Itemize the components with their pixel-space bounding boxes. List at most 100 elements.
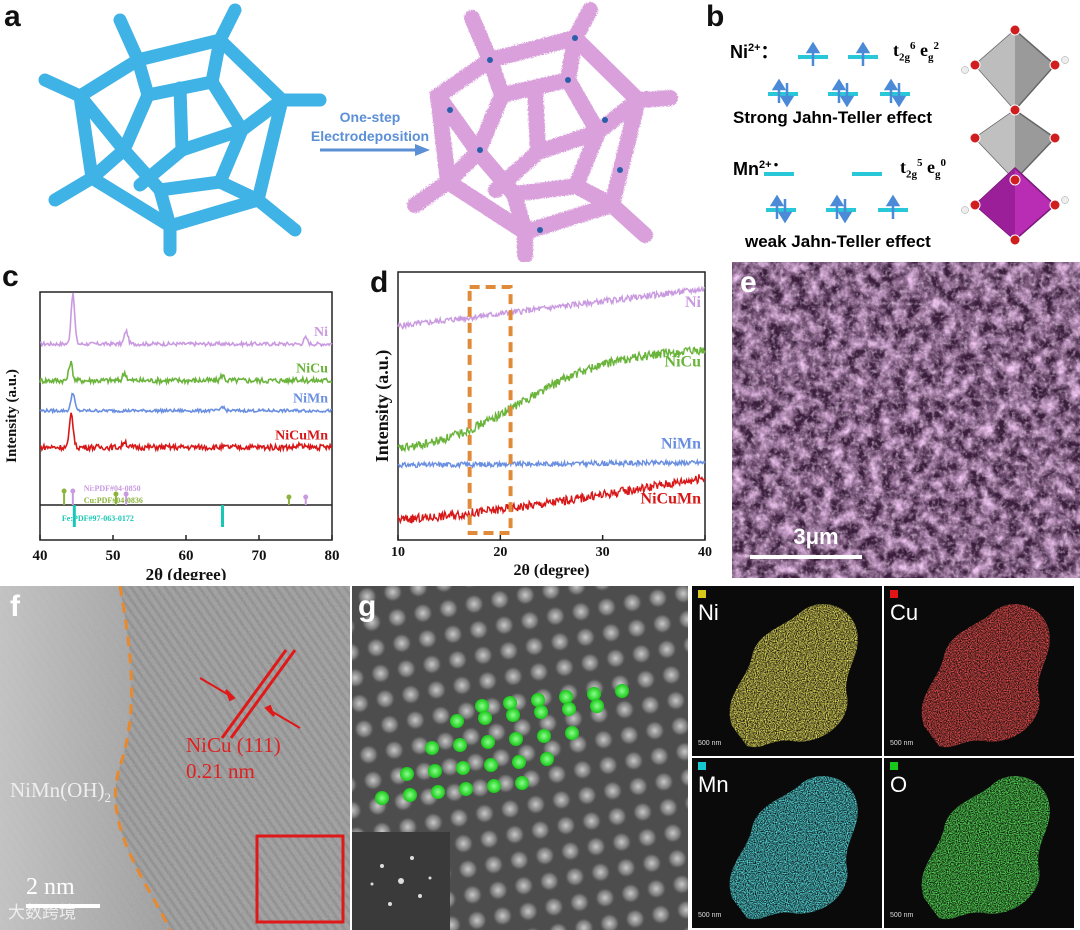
series-line-d-nimn bbox=[397, 457, 706, 470]
pink-coated-cage bbox=[407, 2, 678, 262]
d-spacing: 0.21 nm bbox=[186, 759, 255, 783]
panel-a-arrow-caption: One-step Electrodeposition bbox=[300, 108, 440, 146]
plane-annotation: NiCu (111) 0.21 nm bbox=[186, 732, 281, 784]
panel-label-b: b bbox=[706, 0, 725, 33]
panel-label-f: f bbox=[10, 590, 20, 623]
green-atom-3-5 bbox=[540, 752, 554, 766]
atomic-lattice bbox=[352, 586, 688, 930]
x-tick-label-c-80: 80 bbox=[325, 548, 340, 564]
xrd-chart-c: Ni NiCu NiMn NiCuMn Ni:PDF#04-0850 Cu:PDF#04-… bbox=[4, 291, 340, 580]
green-atom-4-4 bbox=[487, 779, 501, 793]
reference-marker-0-0 bbox=[70, 488, 76, 494]
reference-label-2: Fe:PDF#97-063-0172 bbox=[62, 514, 134, 523]
x-tick-label-c-70: 70 bbox=[252, 548, 267, 564]
series-label-d-nicu: NiCu bbox=[665, 354, 702, 371]
hrtem-lattice-texture bbox=[0, 586, 350, 930]
panel-label-d: d bbox=[370, 266, 389, 299]
eds-element-label-o: O bbox=[890, 772, 908, 797]
panel-label-e: e bbox=[740, 266, 757, 299]
series-label-nicumn: NiCuMn bbox=[275, 428, 328, 443]
ni-ion-colon: ： bbox=[760, 42, 779, 62]
eds-element-label-mn: Mn bbox=[698, 772, 729, 797]
green-atom-2-5 bbox=[565, 726, 579, 740]
eds-color-key-ni bbox=[698, 590, 706, 598]
x-tick-label-d-30: 30 bbox=[596, 545, 610, 560]
xrd-chart-d: Ni NiCu NiMn NiCuMn 10 20 30 40 2θ (degree) Inten… bbox=[372, 271, 712, 579]
sem-scale-bar bbox=[750, 555, 862, 559]
eds-texture-mn bbox=[729, 775, 858, 920]
series-line-d-nicumn bbox=[397, 474, 706, 525]
ni-ion-charge: 2+ bbox=[748, 42, 761, 54]
green-atom-0-1 bbox=[503, 696, 517, 710]
mn-ion-symbol: Mn bbox=[733, 159, 759, 179]
highlighted-atoms bbox=[375, 684, 629, 805]
ni-t-sup: 6 bbox=[910, 40, 916, 52]
series-line-ni bbox=[39, 292, 333, 349]
ni-config: t2g6 eg2 bbox=[893, 40, 939, 64]
reference-marker-0-2 bbox=[303, 494, 309, 500]
eds-color-key-o bbox=[890, 762, 898, 770]
green-atom-1-3 bbox=[534, 705, 548, 719]
green-atom-1-0 bbox=[450, 714, 464, 728]
green-atom-2-3 bbox=[509, 732, 523, 746]
green-atom-3-4 bbox=[512, 755, 526, 769]
ni-ion-label: Ni2+： bbox=[730, 38, 779, 64]
eds-map-ni: Ni 500 nm bbox=[692, 586, 882, 756]
green-atom-1-2 bbox=[506, 708, 520, 722]
eds-map-cu: Cu 500 nm bbox=[884, 586, 1074, 756]
reference-label-1: Cu:PDF#04-0836 bbox=[84, 496, 143, 505]
reference-marker-1-1 bbox=[113, 491, 119, 497]
eds-map-o: O 500 nm bbox=[884, 758, 1074, 928]
eds-color-key-cu bbox=[890, 590, 898, 598]
mn-t-sup: 5 bbox=[917, 157, 923, 169]
octahedra-illustration bbox=[961, 24, 1069, 246]
mn-e-letter: e bbox=[927, 157, 935, 177]
ni-e-sup: 2 bbox=[933, 40, 940, 52]
mn-config: t2g5 eg0 bbox=[900, 157, 946, 181]
hrtem-scale-bar bbox=[26, 904, 100, 908]
eds-scale-label-o: 500 nm bbox=[890, 912, 914, 919]
panel-a-cage-illustration bbox=[38, 2, 678, 262]
green-atom-2-2 bbox=[481, 735, 495, 749]
sem-scale-text: 3μm bbox=[793, 524, 839, 549]
green-atom-3-2 bbox=[456, 761, 470, 775]
x-tick-label-c-40: 40 bbox=[33, 548, 48, 564]
series-line-nimn bbox=[39, 392, 332, 415]
green-atom-4-3 bbox=[459, 782, 473, 796]
ni-e-sub: g bbox=[928, 51, 934, 64]
green-atom-4-1 bbox=[403, 788, 417, 802]
sem-flower-texture bbox=[732, 262, 1080, 578]
x-tick-label-d-40: 40 bbox=[698, 545, 712, 560]
ni-e-letter: e bbox=[920, 40, 928, 60]
series-line-nicumn bbox=[39, 412, 333, 454]
mn-effect-text: weak Jahn-Teller effect bbox=[745, 232, 931, 251]
highlight-box bbox=[467, 285, 513, 535]
plane-label: NiCu (111) bbox=[186, 733, 281, 757]
hrtem-scale-text: 2 nm bbox=[26, 874, 75, 900]
ni-ion-symbol: Ni bbox=[730, 42, 748, 62]
series-label-d-ni: Ni bbox=[685, 294, 702, 311]
arrow-caption-line1: One-step bbox=[339, 109, 401, 125]
green-atom-1-5 bbox=[590, 699, 604, 713]
x-axis-title-c: 2θ (degree) bbox=[146, 565, 227, 580]
eds-scale-label-mn: 500 nm bbox=[698, 912, 722, 919]
panel-label-c: c bbox=[2, 260, 19, 293]
eds-texture-ni bbox=[729, 603, 858, 748]
green-atom-4-0 bbox=[375, 791, 389, 805]
x-axis-title-d: 2θ (degree) bbox=[513, 562, 589, 579]
series-line-nicu bbox=[39, 360, 333, 387]
reference-marker-1-0 bbox=[61, 488, 67, 494]
sem-image: e 3μm bbox=[732, 262, 1080, 578]
eds-element-label-ni: Ni bbox=[698, 600, 719, 625]
x-tick-label-c-60: 60 bbox=[179, 548, 194, 564]
reference-marker-0-1 bbox=[123, 491, 129, 497]
haadf-image-g: g bbox=[352, 586, 688, 930]
series-label-nicu: NiCu bbox=[296, 362, 328, 377]
mn-ion-charge: 2+ bbox=[759, 159, 772, 171]
green-atom-3-1 bbox=[428, 764, 442, 778]
eds-texture-cu bbox=[921, 603, 1050, 748]
phase-label-sub: 2 bbox=[104, 790, 112, 806]
phase-label: NiMn(OH)2 bbox=[10, 778, 111, 806]
ni-t-sub: 2g bbox=[899, 51, 910, 64]
ni-effect-text: Strong Jahn-Teller effect bbox=[733, 108, 932, 127]
